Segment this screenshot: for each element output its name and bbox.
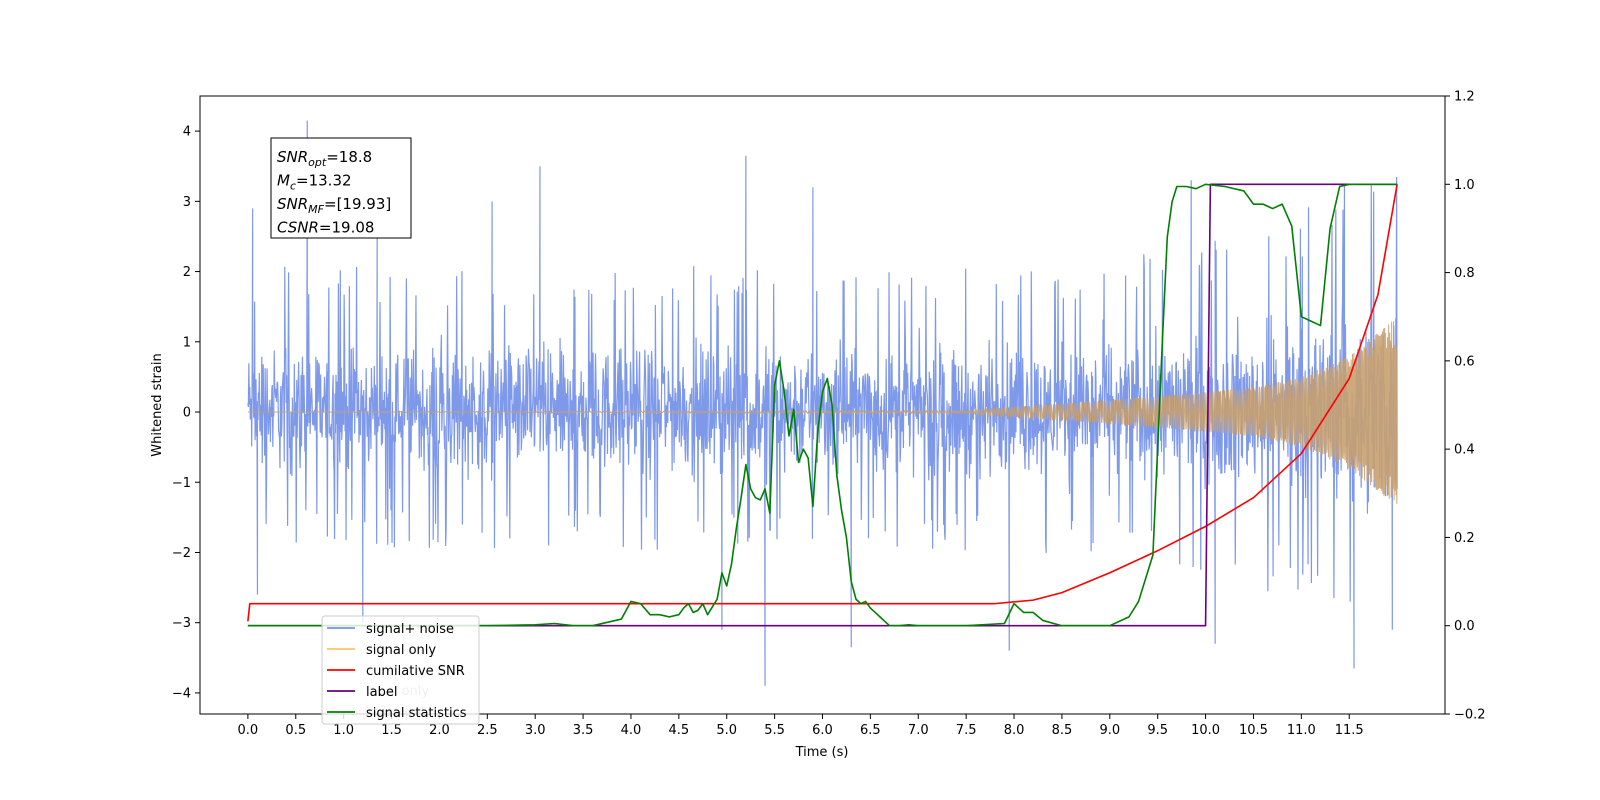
y2-tick-label: 0.8 [1454, 266, 1475, 281]
x-tick-label: 11.5 [1335, 723, 1364, 738]
info-box-frame [270, 137, 412, 239]
y-tick-label: 0 [183, 406, 191, 421]
x-axis: 0.0 0.5 1.0 1.5 2.0 2.5 3.0 3.5 4.0 4.5 5.0 5.5 6.0 6… [238, 714, 1364, 738]
y-tick-label: −1 [172, 476, 191, 491]
y2-tick-label: 1.2 [1454, 90, 1475, 105]
x-tick-label: 3.0 [525, 723, 546, 738]
x-tick-label: 10.0 [1191, 723, 1220, 738]
series-label [247, 183, 1398, 627]
info-value: =19.08 [319, 219, 375, 237]
x-tick-label: 1.0 [333, 723, 354, 738]
x-tick-label: 3.5 [573, 723, 594, 738]
x-tick-label: 10.5 [1239, 723, 1268, 738]
info-value: =[19.93] [324, 195, 391, 213]
x-tick-label: 6.5 [860, 723, 881, 738]
y-axis-left: −4 −3 −2 −1 0 1 2 3 4 [172, 125, 200, 701]
info-subscript: MF [308, 203, 324, 216]
series-cumulative-snr [247, 184, 1398, 622]
legend-entry: cumilative SNR [366, 664, 465, 679]
x-tick-label: 6.0 [812, 723, 833, 738]
x-tick-label: 11.0 [1287, 723, 1316, 738]
x-tick-label: 7.0 [908, 723, 929, 738]
info-symbol: CSNR [277, 219, 319, 237]
x-tick-label: 4.5 [669, 723, 690, 738]
info-line: SNRMF=[19.93] [277, 195, 391, 216]
y-tick-label: 2 [183, 265, 191, 280]
legend-entry: signal only [366, 643, 436, 658]
series-signal-only [247, 318, 1398, 504]
info-line: CSNR=19.08 [277, 219, 374, 237]
y-tick-label: 4 [183, 125, 191, 140]
info-box: SNRopt=18.8Mc=13.32SNRMF=[19.93]CSNR=19.… [270, 137, 412, 239]
series-layer [247, 120, 1398, 686]
info-subscript: c [290, 180, 296, 193]
info-symbol: SNR [277, 148, 308, 166]
x-tick-label: 1.5 [381, 723, 402, 738]
y-axis-label: Whitened strain [150, 353, 165, 456]
y2-tick-label: 0.4 [1454, 443, 1475, 458]
y2-tick-label: 1.0 [1454, 178, 1475, 193]
info-symbol: SNR [277, 195, 308, 213]
y-tick-label: −3 [172, 616, 191, 631]
x-tick-label: 8.0 [1004, 723, 1025, 738]
legend-entry: signal statistics [366, 706, 467, 721]
info-value: =13.32 [296, 172, 352, 190]
y2-tick-label: 0.2 [1454, 531, 1475, 546]
x-tick-label: 4.0 [621, 723, 642, 738]
legend: label onlynoise onlysignal+ noisesignal … [321, 615, 480, 725]
x-tick-label: 0.0 [238, 723, 259, 738]
x-tick-label: 8.5 [1052, 723, 1073, 738]
y-tick-label: 1 [183, 335, 191, 350]
y-tick-label: −4 [172, 686, 191, 701]
x-tick-label: 7.5 [956, 723, 977, 738]
x-tick-label: 0.5 [285, 723, 306, 738]
y2-tick-label: −0.2 [1454, 708, 1486, 723]
x-tick-label: 2.5 [477, 723, 498, 738]
y-tick-label: 3 [183, 195, 191, 210]
x-tick-label: 5.0 [716, 723, 737, 738]
legend-entry: signal+ noise [366, 622, 454, 637]
x-axis-label: Time (s) [795, 745, 849, 760]
series-signal-statistics [247, 183, 1398, 627]
legend-entry: label [366, 685, 397, 700]
legend-frame [321, 615, 480, 725]
series-signal-noise [247, 120, 1398, 686]
info-value: =18.8 [326, 148, 372, 166]
y-axis-right: −0.2 0.0 0.2 0.4 0.6 0.8 1.0 1.2 [1445, 90, 1486, 723]
y-tick-label: −2 [172, 546, 191, 561]
info-line: Mc=13.32 [277, 172, 352, 193]
info-subscript: opt [308, 156, 327, 169]
x-tick-label: 2.0 [429, 723, 450, 738]
x-tick-label: 9.0 [1099, 723, 1120, 738]
info-line: SNRopt=18.8 [277, 148, 372, 169]
y2-tick-label: 0.0 [1454, 619, 1475, 634]
y2-tick-label: 0.6 [1454, 354, 1475, 369]
x-tick-label: 5.5 [764, 723, 785, 738]
info-symbol: M [277, 172, 290, 190]
x-tick-label: 9.5 [1147, 723, 1168, 738]
